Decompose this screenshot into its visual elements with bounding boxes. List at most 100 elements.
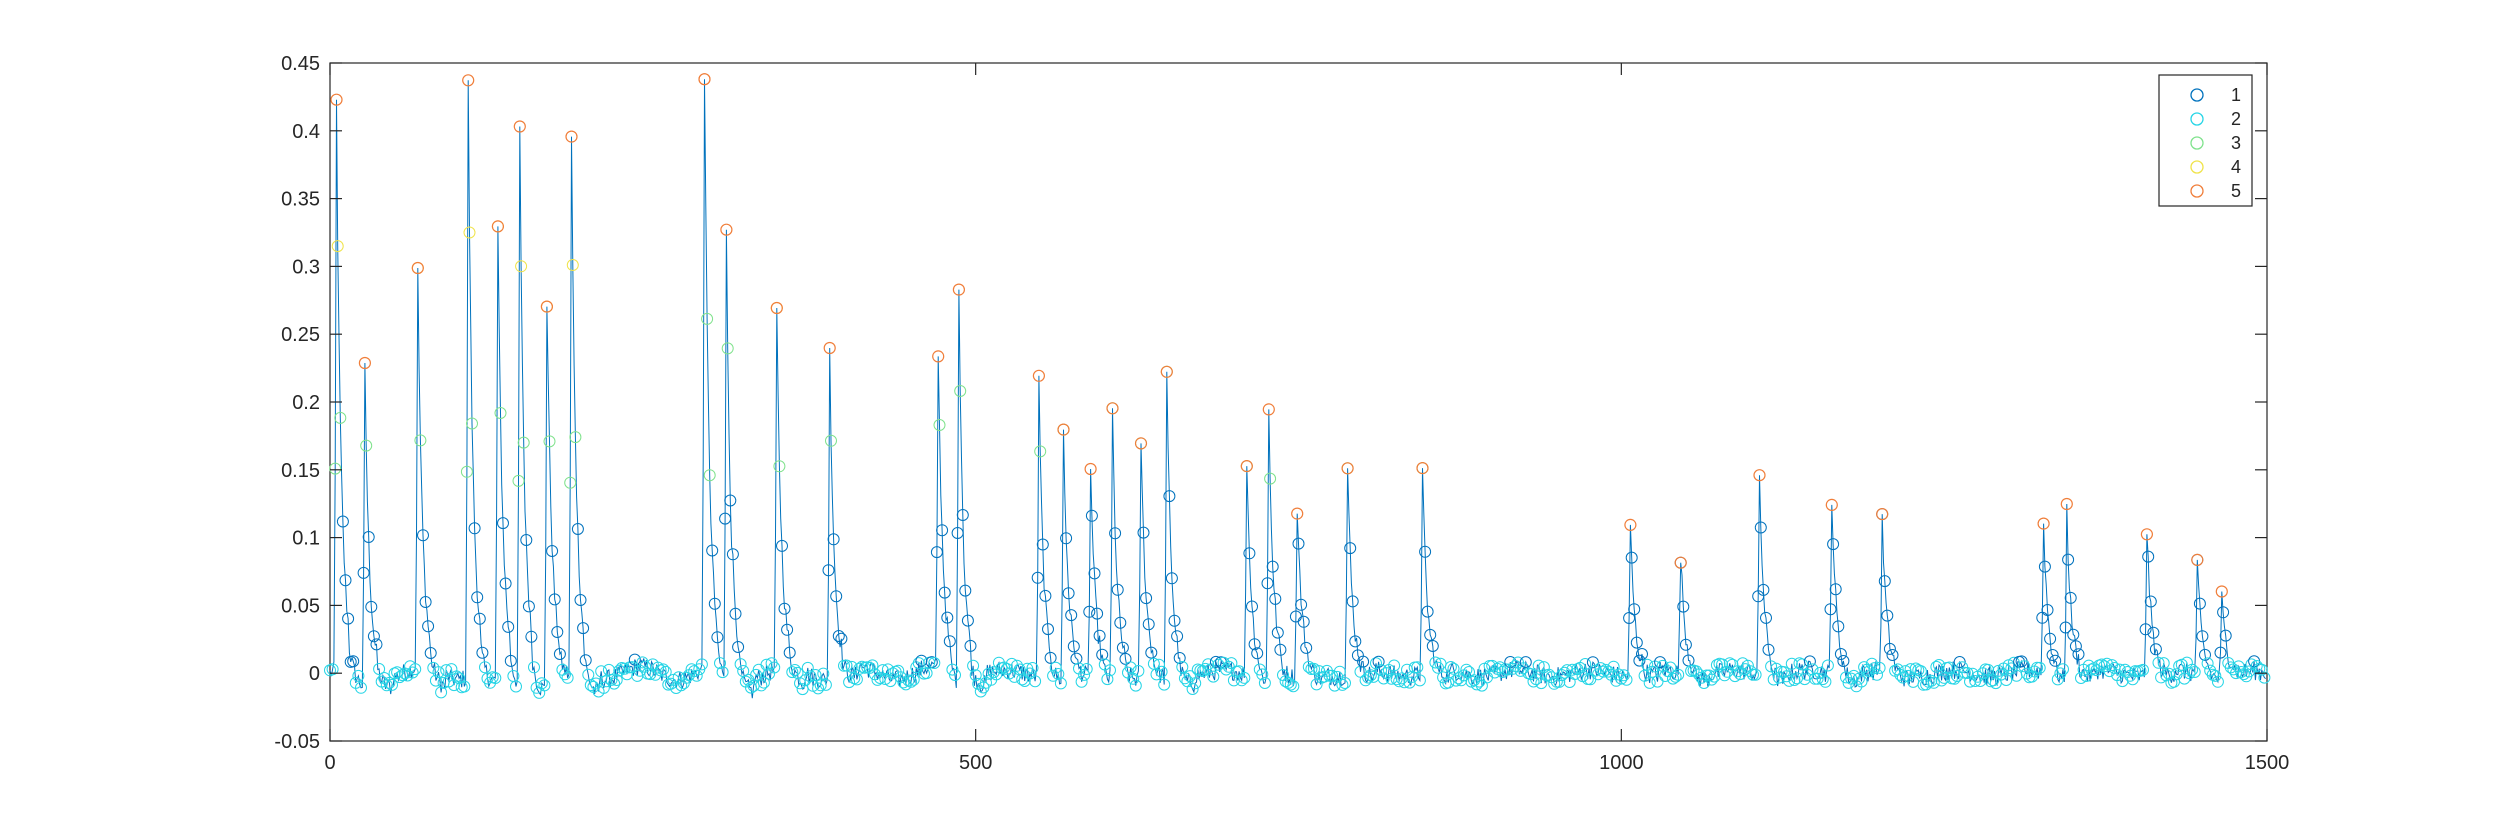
peak-point <box>1825 498 1838 511</box>
data-point <box>1925 674 1938 687</box>
y-tick-label: 0 <box>309 663 320 685</box>
data-point <box>954 385 967 397</box>
data-point <box>822 564 835 577</box>
data-point <box>786 666 799 679</box>
data-point <box>2255 663 2268 676</box>
data-point <box>1026 662 1039 674</box>
data-point <box>2188 666 2201 678</box>
data-point <box>1426 640 1439 652</box>
peak-point <box>1160 365 1173 378</box>
x-tick-label: 500 <box>959 752 992 774</box>
peak-point <box>1106 402 1119 415</box>
peak-point <box>1753 469 1766 482</box>
data-point <box>964 639 977 652</box>
data-point <box>2049 654 2062 667</box>
data-point <box>825 434 837 447</box>
data-point <box>1176 661 1189 673</box>
data-point <box>871 673 884 686</box>
data-point <box>1679 638 1692 651</box>
data-point <box>1501 663 1514 676</box>
data-point <box>1419 545 1432 558</box>
data-point <box>1623 612 1636 624</box>
data-point <box>2209 669 2222 682</box>
y-tick-label: 0.25 <box>281 324 320 346</box>
peak-point <box>462 74 475 87</box>
data-point <box>933 419 946 431</box>
data-point <box>1284 678 1297 691</box>
data-point <box>1357 655 1370 668</box>
data-point <box>1140 592 1153 605</box>
peak-point <box>565 130 578 143</box>
data-point <box>703 469 716 482</box>
data-point <box>1129 679 1142 692</box>
data-point <box>1754 521 1767 534</box>
data-point <box>546 545 559 557</box>
data-point <box>1651 675 1664 688</box>
data-point <box>499 577 512 590</box>
data-point <box>1049 661 1062 674</box>
data-point <box>961 614 974 627</box>
data-point <box>1052 668 1065 680</box>
data-point <box>326 663 339 676</box>
data-point <box>812 682 825 695</box>
data-point <box>946 663 959 676</box>
legend-label: 5 <box>2231 181 2241 201</box>
data-point <box>2072 648 2085 661</box>
y-tick-label: 0.2 <box>292 392 320 414</box>
data-point <box>1840 671 1852 684</box>
data-point <box>721 342 734 355</box>
data-point <box>2038 560 2051 573</box>
data-point <box>907 673 920 686</box>
data-point <box>1101 673 1114 686</box>
data-point <box>463 226 476 239</box>
data-point <box>2183 667 2196 680</box>
data-point <box>2193 597 2206 610</box>
data-point <box>951 527 964 539</box>
data-point <box>1548 677 1561 690</box>
data-point <box>409 663 422 676</box>
data-point <box>659 665 672 678</box>
data-point <box>1104 664 1116 677</box>
data-point <box>1029 675 1042 688</box>
data-point <box>1297 615 1310 628</box>
data-point <box>1318 670 1331 683</box>
data-point <box>512 474 525 487</box>
data-point <box>380 679 393 692</box>
data-point <box>1803 655 1816 668</box>
data-point <box>2245 658 2258 671</box>
data-point <box>2142 550 2155 563</box>
data-point <box>336 515 349 528</box>
data-point <box>595 665 608 678</box>
data-point <box>520 534 533 546</box>
data-point <box>1442 676 1455 689</box>
data-point <box>1961 667 1974 679</box>
data-point <box>497 517 509 530</box>
data-point <box>569 431 582 444</box>
data-point <box>1692 668 1705 681</box>
data-point <box>1664 661 1677 674</box>
data-point <box>1142 618 1155 631</box>
data-point <box>1855 675 1868 688</box>
data-point <box>1982 663 1995 676</box>
data-point <box>386 678 398 691</box>
data-point <box>912 657 925 670</box>
data-point <box>1927 676 1940 689</box>
data-point <box>2147 626 2160 639</box>
y-tick-label: 0.45 <box>281 53 320 75</box>
data-point <box>2095 658 2108 671</box>
data-point <box>1643 676 1656 689</box>
data-point <box>1406 670 1419 683</box>
data-point <box>1256 668 1269 681</box>
data-point <box>1886 649 1899 661</box>
data-point <box>610 674 623 686</box>
data-point <box>2211 675 2224 688</box>
data-point <box>1292 537 1305 550</box>
data-point <box>1339 677 1351 689</box>
data-point <box>2149 643 2162 656</box>
data-point <box>1757 583 1770 596</box>
data-point <box>1168 614 1181 627</box>
data-point <box>1036 538 1049 551</box>
legend-label: 3 <box>2231 133 2241 153</box>
data-point <box>1034 445 1047 458</box>
data-point <box>1837 655 1850 667</box>
